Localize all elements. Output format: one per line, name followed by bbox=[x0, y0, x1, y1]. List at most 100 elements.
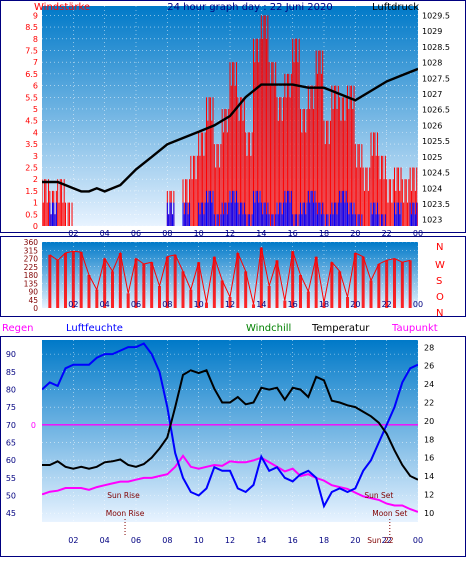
legend-luftfeuchte: Luftfeuchte bbox=[66, 323, 123, 334]
direction-tick-label: 135 bbox=[24, 279, 39, 288]
panel2-x-tick-label: 00 bbox=[413, 300, 423, 309]
panel2-x-tick-label: 16 bbox=[288, 300, 298, 309]
annotation-label: Moon Set bbox=[372, 509, 407, 518]
direction-tick-label: 270 bbox=[24, 255, 39, 264]
compass-label-n-top: N bbox=[436, 242, 443, 253]
humidity-tick-label: 55 bbox=[6, 474, 16, 483]
panel1-x-tick-label: 14 bbox=[256, 229, 266, 238]
wind-tick-label: 5.5 bbox=[25, 93, 38, 102]
humidity-tick-label: 50 bbox=[6, 491, 16, 500]
wind-tick-label: 4 bbox=[33, 128, 38, 137]
panel2-x-tick-label: 02 bbox=[68, 300, 78, 309]
panel1-x-tick-label: 06 bbox=[131, 229, 141, 238]
dewpoint-line bbox=[42, 454, 418, 513]
wind-tick-label: 5 bbox=[33, 105, 38, 114]
rain-tick-label: 0 bbox=[31, 421, 36, 430]
legend-regen: Regen bbox=[2, 323, 34, 334]
compass-label-o: O bbox=[436, 292, 444, 303]
panel2-x-tick-label: 20 bbox=[350, 300, 360, 309]
legend-taupunkt: Taupunkt bbox=[391, 323, 438, 334]
panel3-x-tick-label: 00 bbox=[413, 536, 423, 545]
panel1-right-label: Luftdruck bbox=[372, 2, 419, 13]
wind-tick-label: 4.5 bbox=[25, 117, 38, 126]
direction-tick-label: 225 bbox=[24, 263, 39, 272]
compass-label-s: S bbox=[436, 276, 442, 287]
compass-label-w: W bbox=[435, 260, 445, 271]
wind-tick-label: 7 bbox=[33, 58, 38, 67]
pressure-tick-label: 1023 bbox=[422, 216, 442, 225]
panel3-x-tick-label: 16 bbox=[288, 536, 298, 545]
temperature-tick-label: 26 bbox=[424, 362, 434, 371]
panel1-x-tick-label: 22 bbox=[382, 229, 392, 238]
panel3-x-tick-label: 08 bbox=[162, 536, 172, 545]
humidity-tick-label: 80 bbox=[6, 385, 16, 394]
pressure-line bbox=[42, 67, 418, 193]
humidity-tick-label: 90 bbox=[6, 350, 16, 359]
humidity-tick-label: 45 bbox=[6, 509, 16, 518]
panel2-x-tick-label: 08 bbox=[162, 300, 172, 309]
temperature-tick-label: 12 bbox=[424, 490, 434, 499]
annotation-label: Sun Rise bbox=[107, 491, 140, 500]
panel3-x-tick-label: 10 bbox=[194, 536, 204, 545]
temperature-tick-label: 16 bbox=[424, 454, 434, 463]
temperature-line bbox=[42, 369, 418, 481]
annotation-label: Sun Set bbox=[364, 491, 393, 500]
legend-windchill: Windchill bbox=[246, 323, 291, 334]
panel3-x-tick-label: 04 bbox=[100, 536, 110, 545]
temperature-tick-label: 24 bbox=[424, 380, 434, 389]
humidity-tick-label: 60 bbox=[6, 456, 16, 465]
pressure-tick-label: 1027.5 bbox=[422, 74, 450, 83]
panel1-x-tick-label: 12 bbox=[225, 229, 235, 238]
panel1-x-tick-label: 00 bbox=[413, 229, 423, 238]
wind-tick-label: 1.5 bbox=[25, 187, 38, 196]
panel3-x-tick-label: 18 bbox=[319, 536, 329, 545]
temperature-tick-label: 20 bbox=[424, 417, 434, 426]
panel1-x-tick-label: 10 bbox=[194, 229, 204, 238]
pressure-tick-label: 1026 bbox=[422, 121, 442, 130]
pressure-tick-label: 1023.5 bbox=[422, 200, 450, 209]
panel2-x-tick-label: 22 bbox=[382, 300, 392, 309]
pressure-tick-label: 1026.5 bbox=[422, 106, 450, 115]
panel1-x-tick-label: 08 bbox=[162, 229, 172, 238]
panel3-x-tick-label: 12 bbox=[225, 536, 235, 545]
panel1-x-tick-label: 18 bbox=[319, 229, 329, 238]
wind-tick-label: 0 bbox=[33, 222, 38, 231]
wind-tick-label: 1 bbox=[33, 199, 38, 208]
wind-tick-label: 0.5 bbox=[25, 210, 38, 219]
direction-tick-label: 90 bbox=[28, 288, 38, 297]
temperature-tick-label: 22 bbox=[424, 399, 434, 408]
humidity-tick-label: 75 bbox=[6, 403, 16, 412]
pressure-tick-label: 1029.5 bbox=[422, 11, 450, 20]
panel2-x-tick-label: 18 bbox=[319, 300, 329, 309]
humidity-tick-label: 65 bbox=[6, 438, 16, 447]
pressure-tick-label: 1024 bbox=[422, 184, 442, 193]
wind-tick-label: 6.5 bbox=[25, 70, 38, 79]
legend-temperatur: Temperatur bbox=[311, 323, 370, 334]
temperature-tick-label: 28 bbox=[424, 343, 434, 352]
panel3-x-tick-label: 02 bbox=[68, 536, 78, 545]
panel3-x-tick-label: 22 bbox=[382, 536, 392, 545]
humidity-tick-label: 70 bbox=[6, 421, 16, 430]
panel2-x-tick-label: 14 bbox=[256, 300, 266, 309]
panel2-x-tick-label: 12 bbox=[225, 300, 235, 309]
wind-tick-label: 8.5 bbox=[25, 23, 38, 32]
panel1-x-tick-label: 20 bbox=[350, 229, 360, 238]
panel2-x-tick-label: 04 bbox=[100, 300, 110, 309]
pressure-tick-label: 1024.5 bbox=[422, 169, 450, 178]
pressure-tick-label: 1027 bbox=[422, 90, 442, 99]
direction-tick-label: 315 bbox=[24, 246, 39, 255]
wind-tick-label: 2 bbox=[33, 175, 38, 184]
wind-direction-line bbox=[49, 247, 411, 305]
humidity-line bbox=[42, 342, 418, 509]
wind-tick-label: 2.5 bbox=[25, 163, 38, 172]
pressure-tick-label: 1025.5 bbox=[422, 137, 450, 146]
wind-tick-label: 3.5 bbox=[25, 140, 38, 149]
temperature-tick-label: 18 bbox=[424, 435, 434, 444]
pressure-tick-label: 1028.5 bbox=[422, 43, 450, 52]
temperature-tick-label: 14 bbox=[424, 472, 434, 481]
panel1-left-label: Windstärke bbox=[34, 2, 90, 13]
panel2-x-tick-label: 10 bbox=[194, 300, 204, 309]
panel3-x-tick-label: 06 bbox=[131, 536, 141, 545]
